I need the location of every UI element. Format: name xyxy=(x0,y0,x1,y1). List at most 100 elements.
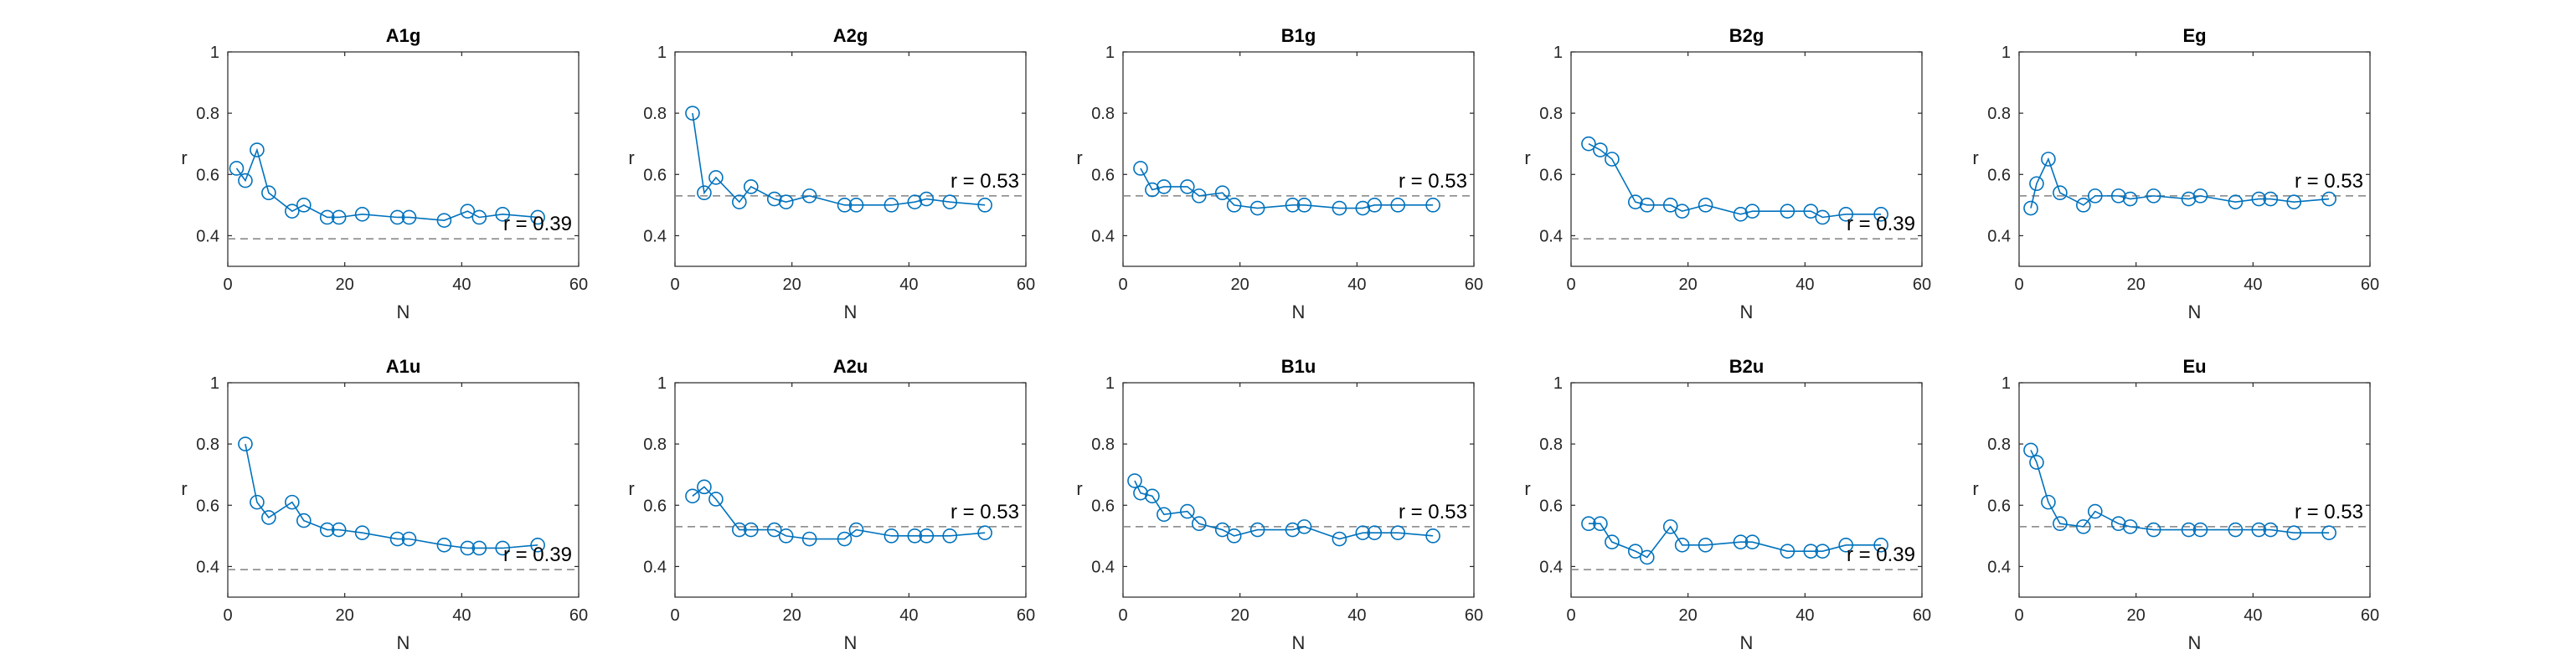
x-tick-label: 60 xyxy=(1913,606,1931,625)
data-point xyxy=(1628,544,1643,559)
data-point xyxy=(977,525,992,541)
y-tick-label: 0.4 xyxy=(643,227,667,245)
reference-label: r = 0.53 xyxy=(2295,501,2363,523)
data-point xyxy=(2263,191,2279,207)
data-point xyxy=(530,209,545,225)
data-point xyxy=(697,479,712,495)
data-point xyxy=(2251,191,2267,207)
data-point xyxy=(884,198,899,213)
data-point xyxy=(261,185,276,201)
data-point xyxy=(2321,525,2336,541)
x-tick-label: 60 xyxy=(569,276,588,294)
chart-title: A2u xyxy=(833,356,868,377)
x-tick-label: 0 xyxy=(2014,606,2023,625)
plot-area xyxy=(1122,382,1475,598)
y-tick-label: 1 xyxy=(210,44,219,62)
plot-area xyxy=(1570,382,1923,598)
y-tick-label: 0.4 xyxy=(1539,558,1563,576)
x-tick-label: 20 xyxy=(2127,276,2146,294)
data-point xyxy=(229,161,245,176)
reference-label: r = 0.39 xyxy=(503,213,572,235)
subplot-a1u: 0 20 40 60 0.4 0.6 0.8 1 A1u Nr r = 0.39 xyxy=(181,356,588,653)
plot-area xyxy=(674,382,1027,598)
data-point xyxy=(1425,528,1440,544)
y-tick-label: 0.6 xyxy=(1091,497,1115,515)
data-point xyxy=(460,540,476,556)
data-point xyxy=(319,209,335,225)
data-point xyxy=(1145,488,1160,504)
y-tick-label: 0.6 xyxy=(1987,497,2011,515)
chart-title: A1u xyxy=(386,356,421,377)
y-tick-label: 0.4 xyxy=(196,558,219,576)
y-tick-label: 1 xyxy=(657,44,667,62)
data-point xyxy=(436,538,452,553)
series-line xyxy=(692,486,986,540)
data-point xyxy=(1133,161,1148,176)
data-point xyxy=(732,522,747,538)
data-point xyxy=(1191,188,1207,204)
data-point xyxy=(837,198,853,213)
data-point xyxy=(1133,485,1148,501)
data-point xyxy=(1296,519,1312,534)
data-point xyxy=(2023,442,2038,458)
data-point xyxy=(1191,516,1207,532)
y-axis-label: r xyxy=(1524,478,1530,499)
y-tick-label: 0.4 xyxy=(1987,558,2011,576)
data-point xyxy=(1367,198,1383,213)
y-tick-label: 0.6 xyxy=(643,497,667,515)
x-tick-label: 60 xyxy=(2361,606,2379,625)
data-point xyxy=(1249,522,1265,538)
data-point xyxy=(1662,519,1678,534)
reference-label: r = 0.53 xyxy=(951,501,1019,523)
y-tick-label: 0.6 xyxy=(1987,166,2011,184)
series-line xyxy=(1588,143,1882,219)
data-point xyxy=(238,173,253,188)
x-tick-label: 0 xyxy=(2014,276,2023,294)
data-point xyxy=(1674,538,1690,553)
subplot-a1g: 0 20 40 60 0.4 0.6 0.8 1 A1g Nr r = 0.39 xyxy=(181,25,588,322)
data-point xyxy=(1127,473,1142,488)
data-point xyxy=(530,538,545,553)
x-tick-label: 60 xyxy=(2361,276,2379,294)
data-point xyxy=(1145,182,1160,198)
reference-label: r = 0.53 xyxy=(1399,501,1467,523)
data-point xyxy=(1733,207,1749,222)
data-point xyxy=(1698,198,1713,213)
data-point xyxy=(848,198,864,213)
y-tick-label: 0.8 xyxy=(196,436,219,454)
data-point xyxy=(919,528,935,544)
data-point xyxy=(1698,538,1713,553)
x-tick-label: 0 xyxy=(223,606,232,625)
x-tick-label: 20 xyxy=(783,276,801,294)
data-point xyxy=(1332,531,1347,547)
y-axis-label: r xyxy=(1524,147,1530,168)
data-point xyxy=(2023,200,2038,216)
data-point xyxy=(460,204,476,219)
y-tick-label: 1 xyxy=(210,374,219,393)
y-tick-label: 0.4 xyxy=(1091,227,1115,245)
reference-label: r = 0.53 xyxy=(1399,170,1467,193)
y-tick-label: 0.4 xyxy=(643,558,667,576)
x-tick-label: 0 xyxy=(1118,606,1127,625)
data-point xyxy=(2122,191,2138,207)
y-tick-label: 0.8 xyxy=(1539,436,1563,454)
subplot-a2u: 0 20 40 60 0.4 0.6 0.8 1 A2u Nr r = 0.53 xyxy=(628,356,1035,653)
data-point xyxy=(296,513,312,528)
data-point xyxy=(1332,200,1347,216)
x-tick-label: 40 xyxy=(899,606,918,625)
data-point xyxy=(2228,522,2244,538)
y-tick-label: 0.6 xyxy=(196,497,219,515)
data-point xyxy=(1873,207,1888,222)
data-point xyxy=(1815,209,1831,225)
x-tick-label: 40 xyxy=(452,276,471,294)
series-line xyxy=(245,443,538,549)
data-point xyxy=(296,198,312,213)
data-point xyxy=(2053,516,2068,532)
plot-area xyxy=(674,51,1027,267)
data-point xyxy=(907,194,923,209)
x-tick-label: 20 xyxy=(1679,606,1698,625)
x-tick-label: 0 xyxy=(670,276,679,294)
chart-title: B1g xyxy=(1281,25,1316,46)
plot-area xyxy=(2018,382,2371,598)
